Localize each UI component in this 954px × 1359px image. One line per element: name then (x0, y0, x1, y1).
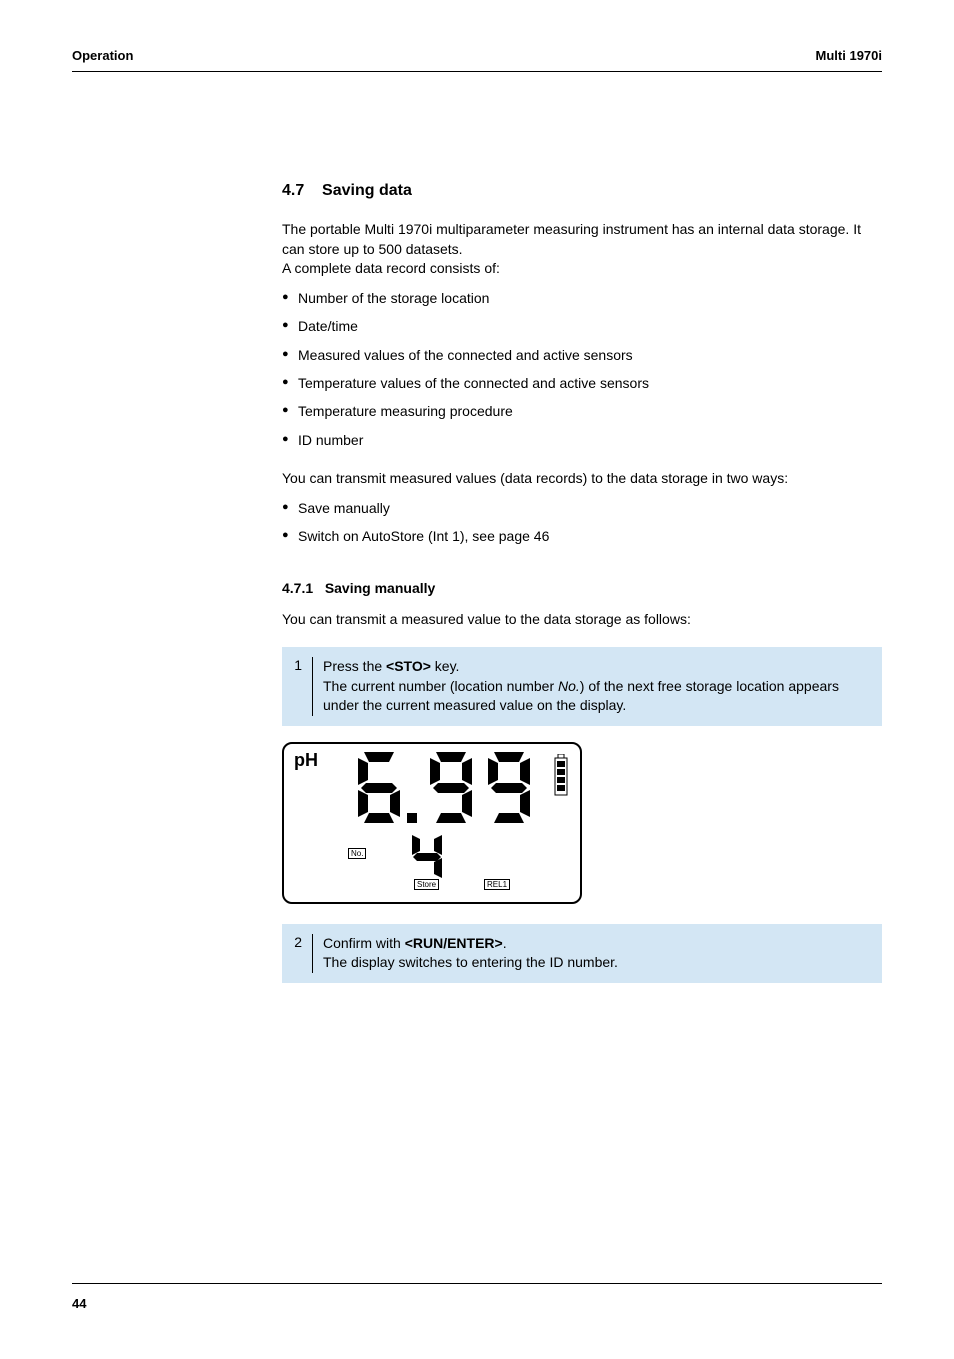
step-text-italic: No. (558, 678, 580, 694)
subsection-heading: 4.7.1 Saving manually (282, 580, 882, 596)
bullet-item: Switch on AutoStore (Int 1), see page 46 (282, 525, 882, 547)
section-intro: The portable Multi 1970i multiparameter … (282, 220, 882, 279)
lcd-no-label: No. (348, 848, 366, 859)
key-label: <STO> (386, 658, 431, 674)
step-text: Confirm with <RUN/ENTER>. The display sw… (323, 934, 618, 973)
step-text-fragment: The display switches to entering the ID … (323, 954, 618, 970)
section-number: 4.7 (282, 182, 304, 199)
step-divider (312, 934, 313, 973)
ways-bullets: Save manually Switch on AutoStore (Int 1… (282, 497, 882, 548)
section-para2: You can transmit measured values (data r… (282, 469, 882, 489)
subsection-intro: You can transmit a measured value to the… (282, 610, 882, 630)
step-text-fragment: The current number (location number (323, 678, 558, 694)
key-label: <RUN/ENTER> (405, 935, 503, 951)
step-text-fragment: . (503, 935, 507, 951)
step-2: 2 Confirm with <RUN/ENTER>. The display … (282, 924, 882, 983)
step-text-fragment: Press the (323, 658, 386, 674)
step-text: Press the <STO> key. The current number … (323, 657, 872, 716)
section-title: Saving data (322, 182, 412, 199)
lcd-display: pH (282, 742, 582, 904)
bullet-item: Temperature measuring procedure (282, 400, 882, 422)
record-bullets: Number of the storage location Date/time… (282, 287, 882, 451)
lcd-rel1-label: REL1 (484, 879, 510, 890)
step-number: 1 (282, 657, 312, 716)
step-text-fragment: key. (431, 658, 460, 674)
step-1: 1 Press the <STO> key. The current numbe… (282, 647, 882, 726)
subsection-number: 4.7.1 (282, 580, 313, 596)
bullet-item: Temperature values of the connected and … (282, 372, 882, 394)
step-divider (312, 657, 313, 716)
lcd-sub-value (408, 830, 458, 882)
step-number: 2 (282, 934, 312, 973)
step-text-fragment: Confirm with (323, 935, 405, 951)
bullet-item: Date/time (282, 315, 882, 337)
battery-icon (554, 754, 568, 796)
bullet-item: Save manually (282, 497, 882, 519)
lcd-main-value (352, 750, 542, 825)
bullet-item: Measured values of the connected and act… (282, 344, 882, 366)
section-heading: 4.7 Saving data (282, 182, 882, 200)
header-left: Operation (72, 48, 133, 63)
bullet-item: ID number (282, 429, 882, 451)
header-rule (72, 71, 882, 72)
footer-rule (72, 1283, 882, 1284)
content-region: 4.7 Saving data The portable Multi 1970i… (282, 182, 882, 983)
bullet-item: Number of the storage location (282, 287, 882, 309)
lcd-store-label: Store (414, 879, 439, 890)
subsection-title: Saving manually (325, 580, 435, 596)
page-header: Operation Multi 1970i (72, 48, 882, 63)
page-number: 44 (72, 1296, 882, 1311)
lcd-ph-label: pH (294, 750, 318, 771)
header-right: Multi 1970i (816, 48, 882, 63)
